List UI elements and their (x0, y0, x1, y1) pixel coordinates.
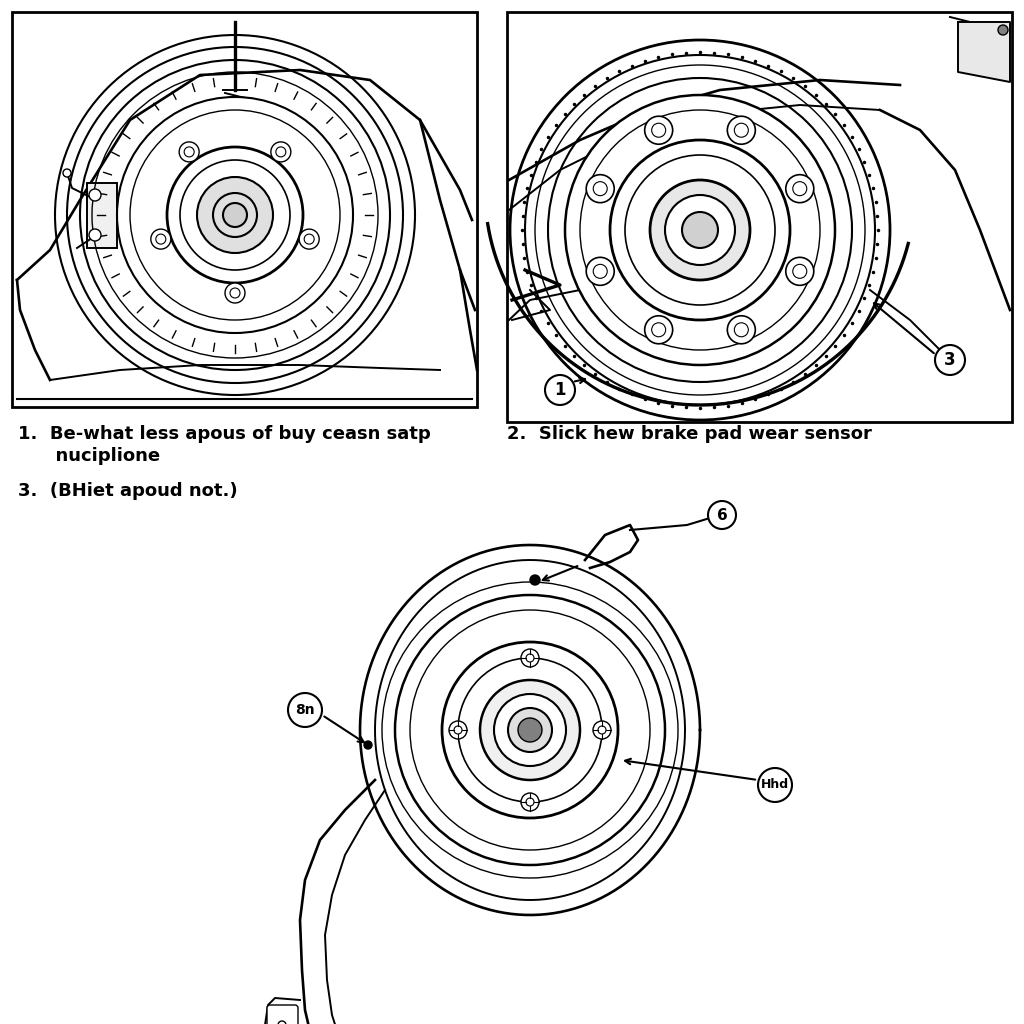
Circle shape (586, 175, 614, 203)
Bar (507, 12, 1012, 422)
Circle shape (645, 116, 673, 144)
Circle shape (442, 642, 618, 818)
Circle shape (270, 142, 291, 162)
Circle shape (785, 257, 814, 286)
Circle shape (727, 315, 756, 344)
Circle shape (63, 169, 71, 177)
Circle shape (610, 140, 790, 319)
Circle shape (565, 95, 835, 365)
Circle shape (299, 229, 319, 249)
Text: 6: 6 (717, 508, 727, 522)
Bar (227, 185, 243, 205)
Circle shape (645, 315, 673, 344)
Circle shape (785, 175, 814, 203)
Circle shape (382, 582, 678, 878)
Circle shape (480, 680, 580, 780)
Circle shape (117, 97, 353, 333)
Circle shape (758, 768, 792, 802)
Text: 1.  Be-what less apous of buy ceasn satp: 1. Be-what less apous of buy ceasn satp (18, 425, 431, 443)
Circle shape (89, 189, 101, 201)
Circle shape (151, 229, 171, 249)
Circle shape (449, 721, 467, 739)
Circle shape (167, 147, 303, 283)
Circle shape (708, 501, 736, 529)
Circle shape (494, 694, 566, 766)
Circle shape (89, 229, 101, 241)
Circle shape (364, 741, 372, 749)
Circle shape (545, 375, 575, 406)
Circle shape (508, 708, 552, 752)
Circle shape (518, 718, 542, 742)
Circle shape (682, 212, 718, 248)
Text: 3.  (BHiet apoud not.): 3. (BHiet apoud not.) (18, 482, 238, 500)
Circle shape (998, 25, 1008, 35)
Bar (87, 183, 117, 248)
Text: 1: 1 (554, 381, 565, 399)
Text: nuciplione: nuciplione (18, 447, 160, 465)
Circle shape (727, 116, 756, 144)
Circle shape (665, 195, 735, 265)
FancyBboxPatch shape (267, 1005, 298, 1024)
Text: Hhd: Hhd (761, 778, 790, 792)
Circle shape (650, 180, 750, 280)
Circle shape (223, 203, 247, 227)
Text: 2.  Slick hew brake pad wear sensor: 2. Slick hew brake pad wear sensor (507, 425, 871, 443)
Circle shape (530, 575, 540, 585)
Circle shape (458, 658, 602, 802)
Circle shape (521, 793, 539, 811)
Circle shape (197, 177, 273, 253)
Circle shape (521, 649, 539, 667)
Circle shape (593, 721, 611, 739)
Text: 8n: 8n (295, 703, 314, 717)
Circle shape (225, 283, 245, 303)
Circle shape (586, 257, 614, 286)
Bar (12, 12, 477, 407)
Polygon shape (958, 22, 1010, 82)
Circle shape (288, 693, 322, 727)
Circle shape (935, 345, 965, 375)
Text: 3: 3 (944, 351, 955, 369)
Circle shape (179, 142, 199, 162)
